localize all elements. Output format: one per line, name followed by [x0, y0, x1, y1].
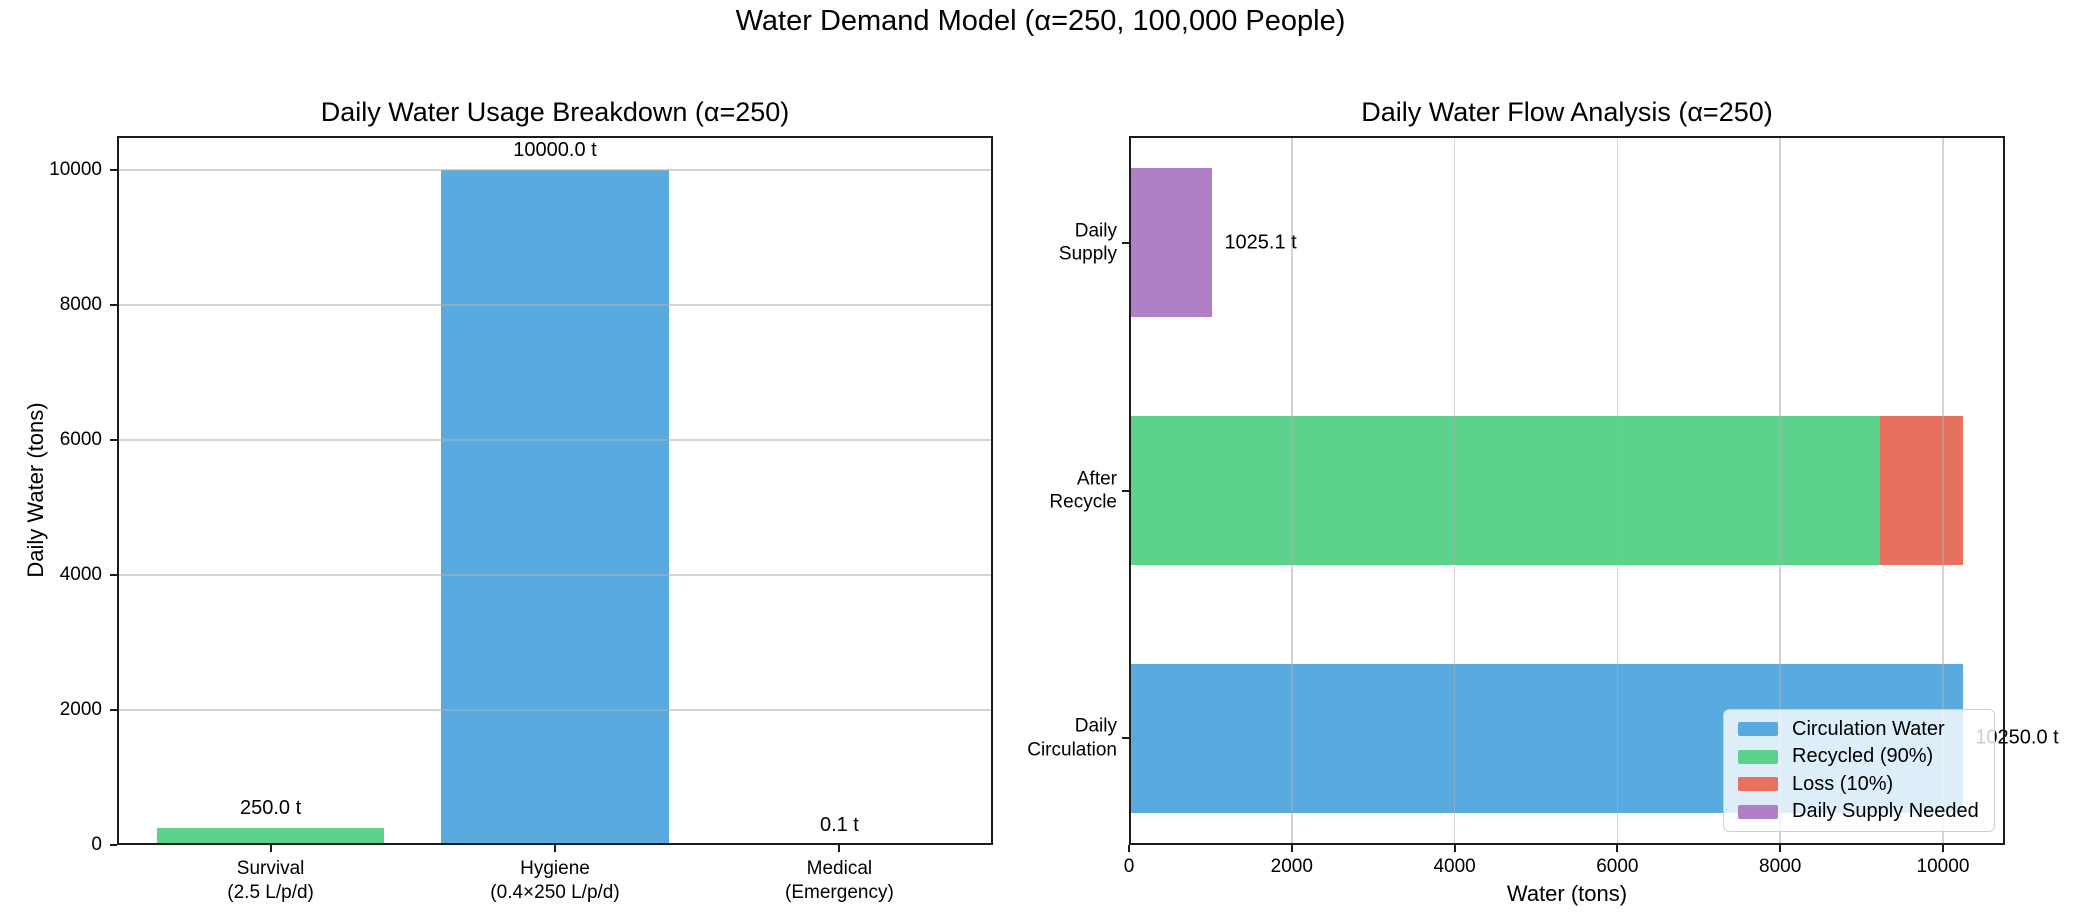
y-category-label: Daily Circulation: [1027, 715, 1117, 761]
right-chart-x-axis-label: Water (tons): [1506, 881, 1628, 906]
y-category-label: After Recycle: [1049, 467, 1117, 513]
bar-value-label: 0.1 t: [819, 814, 859, 836]
y-tick-mark: [110, 303, 117, 306]
x-tick-mark: [554, 845, 556, 852]
y-tick-label: 8000: [59, 293, 102, 315]
legend-entry-daily-supply-needed: Daily Supply Needed: [1738, 800, 1980, 823]
legend-entry-loss-10: Loss (10%): [1738, 773, 1980, 796]
x-tick-mark: [1616, 845, 1619, 852]
legend-label: Circulation Water: [1792, 717, 1945, 740]
y-tick-mark: [1122, 737, 1129, 740]
bar-survival: [156, 828, 385, 845]
gridline-y-6000: [117, 439, 993, 441]
x-tick-label: 10000: [1916, 856, 1970, 877]
y-category-label: Daily Supply: [1058, 219, 1117, 265]
gridline-x-4000: [1453, 136, 1456, 845]
y-tick-mark: [1122, 241, 1129, 244]
x-category-label: Survival (2.5 L/p/d): [227, 858, 314, 903]
y-tick-mark: [110, 708, 117, 711]
y-tick-mark: [110, 168, 117, 171]
y-tick-mark: [1122, 489, 1129, 492]
y-tick-mark: [110, 438, 117, 441]
bar-value-label: 10000.0 t: [513, 138, 597, 161]
gridline-y-2000: [117, 709, 993, 711]
x-tick-mark: [1453, 845, 1456, 852]
legend: Circulation Water Recycled (90%) Loss (10%…: [1723, 709, 1995, 832]
gridline-x-8000: [1779, 136, 1781, 845]
x-category-label: Hygiene (0.4×250 L/p/d): [490, 858, 620, 903]
y-tick-label: 4000: [59, 564, 102, 586]
figure-title: Water Demand Model (α=250, 100,000 Peopl…: [735, 5, 1346, 37]
x-tick-label: 0: [1123, 856, 1135, 877]
legend-entry-recycled-90: Recycled (90%): [1738, 745, 1980, 768]
gridline-x-6000: [1616, 136, 1619, 845]
bar-segment-loss-10: [1879, 416, 1964, 565]
legend-label: Daily Supply Needed: [1792, 800, 1979, 823]
y-tick-label: 6000: [59, 428, 102, 450]
gridline-x-10000: [1942, 136, 1944, 845]
x-tick-mark: [1779, 845, 1782, 852]
gridline-y-4000: [117, 574, 993, 576]
x-tick-label: 8000: [1759, 856, 1802, 877]
x-category-label: Medical (Emergency): [785, 858, 894, 903]
y-tick-label: 10000: [49, 158, 102, 180]
x-tick-label: 2000: [1270, 856, 1313, 877]
x-tick-mark: [1941, 845, 1944, 852]
x-tick-mark: [838, 845, 841, 852]
bar-value-label: 250.0 t: [239, 797, 302, 820]
bar-value-label: 10250.0 t: [1975, 726, 2059, 749]
legend-swatch-loss-10: [1738, 777, 1778, 792]
gridline-y-10000: [117, 169, 993, 171]
legend-label: Loss (10%): [1792, 772, 1894, 795]
legend-swatch-circulation-water: [1738, 722, 1778, 737]
y-tick-label: 0: [91, 834, 102, 856]
legend-swatch-daily-supply-needed: [1738, 804, 1778, 819]
left-chart-title: Daily Water Usage Breakdown (α=250): [320, 97, 790, 127]
x-tick-mark: [1128, 845, 1130, 852]
legend-entry-circulation-water: Circulation Water: [1738, 718, 1980, 741]
gridline-y-8000: [117, 304, 993, 306]
bar-hygiene: [441, 169, 669, 845]
x-tick-label: 6000: [1596, 856, 1639, 877]
x-tick-mark: [1290, 845, 1293, 852]
legend-label: Recycled (90%): [1792, 745, 1934, 768]
bar-value-label: 1025.1 t: [1224, 231, 1297, 254]
y-tick-mark: [110, 573, 117, 576]
y-tick-label: 2000: [59, 699, 102, 721]
bar-segment-daily-supply-needed: [1129, 168, 1213, 318]
legend-swatch-recycled-90: [1738, 749, 1778, 764]
x-tick-label: 4000: [1433, 856, 1476, 877]
bar-segment-recycled-90: [1129, 416, 1880, 565]
right-chart-title: Daily Water Flow Analysis (α=250): [1361, 97, 1773, 127]
x-tick-mark: [269, 845, 272, 852]
y-tick-mark: [110, 844, 117, 846]
gridline-x-2000: [1291, 136, 1293, 845]
